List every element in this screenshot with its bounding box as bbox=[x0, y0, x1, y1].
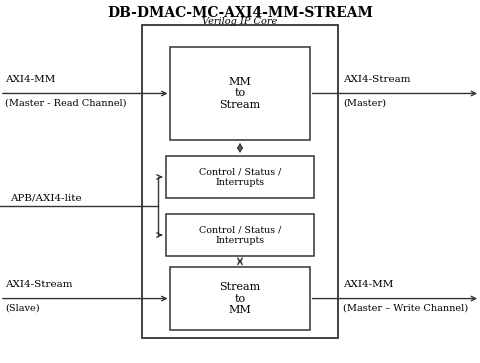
Text: MM
to
Stream: MM to Stream bbox=[219, 77, 261, 110]
Text: Verilog IP Core: Verilog IP Core bbox=[203, 17, 277, 26]
Text: AXI4-Stream: AXI4-Stream bbox=[5, 281, 72, 290]
Text: (Master): (Master) bbox=[343, 99, 386, 108]
Text: AXI4-Stream: AXI4-Stream bbox=[343, 76, 411, 85]
Bar bbox=[170, 267, 310, 330]
Text: Control / Status /
Interrupts: Control / Status / Interrupts bbox=[199, 225, 281, 245]
Text: Control / Status /
Interrupts: Control / Status / Interrupts bbox=[199, 167, 281, 187]
Text: AXI4-MM: AXI4-MM bbox=[5, 76, 55, 85]
Bar bbox=[170, 47, 310, 140]
Text: (Master - Read Channel): (Master - Read Channel) bbox=[5, 99, 126, 108]
Text: (Master – Write Channel): (Master – Write Channel) bbox=[343, 304, 468, 313]
Text: APB/AXI4-lite: APB/AXI4-lite bbox=[10, 193, 81, 203]
Text: DB-DMAC-MC-AXI4-MM-STREAM: DB-DMAC-MC-AXI4-MM-STREAM bbox=[107, 6, 373, 20]
Text: (Slave): (Slave) bbox=[5, 304, 39, 313]
Bar bbox=[166, 214, 314, 256]
Text: Stream
to
MM: Stream to MM bbox=[219, 282, 261, 315]
Bar bbox=[166, 156, 314, 198]
Text: AXI4-MM: AXI4-MM bbox=[343, 281, 394, 290]
Bar bbox=[142, 25, 338, 338]
